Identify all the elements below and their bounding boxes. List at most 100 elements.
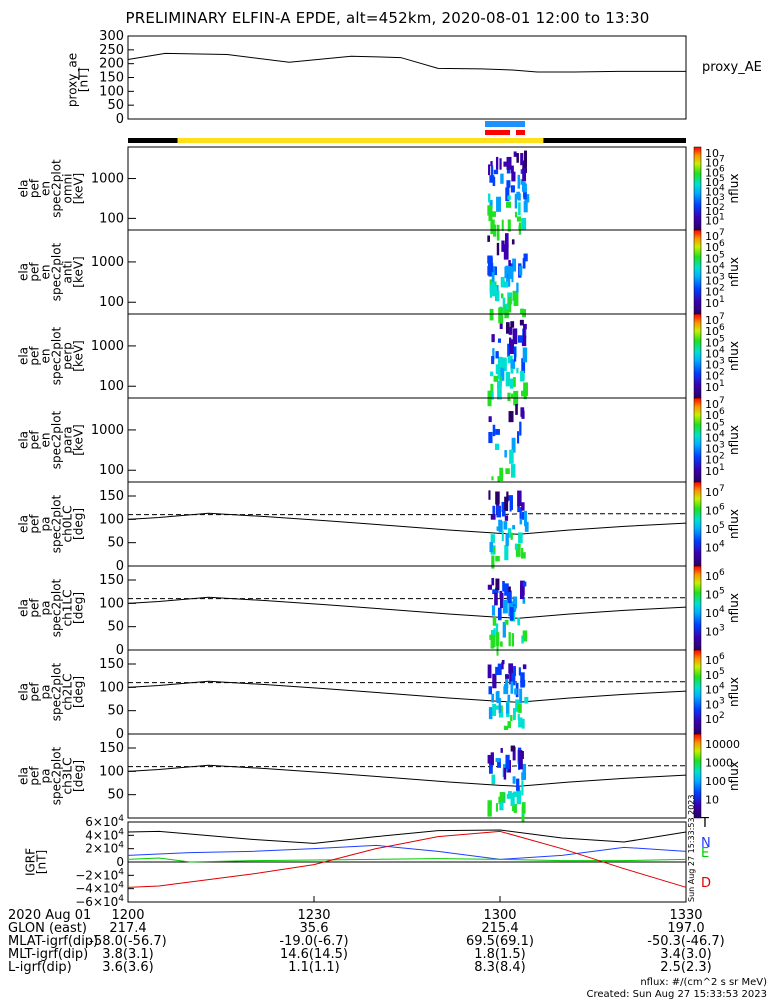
spectrogram-pixel	[501, 219, 504, 231]
spectrogram-pixel	[491, 356, 495, 365]
colorbar-label: nflux	[727, 677, 741, 707]
spectrogram-pixel	[491, 266, 495, 275]
spectrogram-pixel	[489, 542, 494, 553]
spectrogram-pixel	[507, 721, 511, 729]
spectrogram-pixel	[490, 534, 495, 543]
colorbar-tick: 107	[705, 228, 725, 243]
spectrogram-pixel	[506, 201, 512, 208]
ytick-label: 100	[99, 596, 124, 611]
ylabel-line: ch1LC	[61, 590, 75, 627]
spectrogram-pixel	[492, 424, 496, 437]
colorbar-tick: 107	[705, 312, 725, 327]
ylabel-line: en	[39, 181, 53, 196]
spectrogram-pixel	[509, 449, 514, 464]
ylabel-line: en	[39, 349, 53, 364]
spectrogram-pixel	[510, 359, 515, 369]
spectrogram-pixel	[498, 521, 503, 533]
spectrogram-pixel	[504, 266, 508, 278]
spectrogram-pixel	[502, 621, 506, 638]
spectrogram-pixel	[512, 377, 516, 387]
spectrogram-pixel	[511, 171, 516, 182]
spectrogram-pixel	[505, 673, 509, 688]
spectrogram-pixel	[507, 195, 511, 200]
ylabel-line: anti	[61, 261, 75, 284]
spectrogram-pixel	[495, 691, 500, 700]
spectrogram-pixel	[508, 411, 514, 423]
footer-value: -50.3(-46.7)	[647, 934, 725, 949]
spectrogram-pixel	[489, 205, 493, 221]
spectrogram-pixel	[515, 699, 520, 712]
spectrogram-pixel	[517, 193, 521, 201]
spectrogram-pixel	[505, 187, 510, 202]
created-footnote: Created: Sun Aug 27 15:33:53 2023	[586, 989, 767, 1000]
spectrogram-pixel	[501, 510, 506, 517]
spectrogram-pixel	[516, 790, 522, 805]
spectrogram-pixel	[510, 745, 516, 752]
colorbar-tick: 107	[705, 396, 725, 411]
ylabel-line: pef	[28, 598, 42, 618]
colorbar-tick: 100	[705, 775, 726, 788]
ylabel-line: spec2plot	[50, 159, 64, 218]
spectrogram-pixel	[488, 164, 491, 176]
ylabel-line: pef	[28, 262, 42, 282]
spectrogram-pixel	[507, 355, 513, 364]
footer-value: 1300	[483, 908, 517, 923]
ylabel-line: spec2plot	[50, 326, 64, 385]
spectrogram-pixel	[498, 711, 504, 718]
spectrogram-pixel	[496, 242, 500, 256]
spectrogram-pixel	[496, 505, 501, 518]
spectrogram-pixel	[523, 192, 527, 200]
spectrogram-pixel	[491, 774, 496, 785]
spectrogram-pixel	[510, 672, 516, 686]
spectrogram-pixel	[503, 725, 509, 730]
spectrogram-pixel	[503, 161, 507, 167]
spectrogram-pixel	[508, 327, 513, 335]
spectrogram-pixel	[497, 758, 501, 768]
spectrogram-pixel	[523, 393, 527, 400]
spectrogram-pixel	[497, 476, 501, 481]
spectrogram-pixel	[520, 370, 525, 382]
spectrogram-pixel	[495, 803, 499, 812]
ylabel-line: spec2plot	[50, 662, 64, 721]
ylabel-line: pef	[28, 346, 42, 366]
proxy-ae-legend: proxy_AE	[702, 60, 762, 75]
spectrogram-pixel	[521, 750, 524, 760]
ylabel-line: pef	[28, 766, 42, 786]
spectrogram-pixel	[508, 296, 512, 313]
spectrogram-pixel	[499, 367, 505, 381]
ytick-label: 100	[99, 463, 124, 478]
colorbar-tick: 107	[705, 484, 725, 499]
colorbar	[693, 565, 702, 651]
spectrogram-pixel	[490, 371, 494, 377]
ytick-label: 0	[116, 559, 124, 574]
spectrogram-pixel	[502, 599, 508, 614]
spectrogram-pixel	[488, 416, 492, 423]
pa-panel-frame	[127, 733, 687, 819]
science-zone-bar	[485, 121, 525, 127]
spectrogram-pixel	[512, 791, 518, 798]
spectrogram-pixel	[522, 581, 527, 587]
spectrogram-pixel	[523, 201, 528, 213]
spectrogram-pixel	[517, 618, 521, 626]
spectrogram-pixel	[521, 502, 525, 511]
spectrogram-pixel	[506, 793, 511, 799]
spectrogram-pixel	[512, 525, 516, 530]
spectrogram-pixel	[523, 253, 528, 262]
spectrogram-pixel	[524, 194, 530, 203]
ylabel-line: ela	[17, 515, 31, 533]
spectrogram-pixel	[492, 673, 497, 689]
spectrogram-pixel	[506, 275, 511, 287]
ytick-label: −4×104	[75, 881, 124, 896]
spectrogram-pixel	[495, 578, 500, 591]
spectrogram-pixel	[490, 219, 495, 235]
spectrogram-pixel	[497, 388, 502, 400]
spectrogram-pixel	[506, 180, 511, 188]
spectrogram-pixel	[499, 158, 502, 170]
colorbar-tick: 1000	[705, 757, 733, 770]
spectrogram-pixel	[522, 258, 526, 269]
footer-row-label: 2020 Aug 01	[8, 908, 92, 923]
footer-row-label: MLAT-igrf(dip)	[8, 934, 99, 949]
